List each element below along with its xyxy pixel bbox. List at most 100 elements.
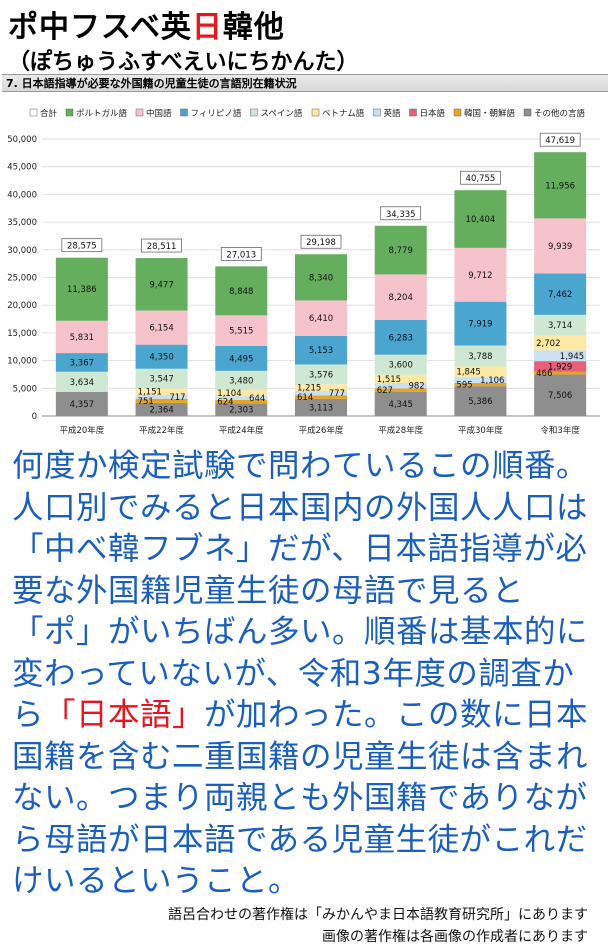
legend-label: ベトナム語 <box>322 108 365 119</box>
bar-data-label: 9,939 <box>548 242 572 252</box>
bar-segment <box>215 396 268 400</box>
page-title: ポ中フスベ英日韓他 <box>8 2 285 46</box>
y-tick-label: 25,000 <box>7 274 37 284</box>
x-tick-label: 平成22年度 <box>139 425 184 436</box>
body-highlight: 「日本語」 <box>44 697 205 733</box>
bar-segment <box>534 314 587 336</box>
total-label-box <box>61 238 103 253</box>
bar-segment <box>534 152 587 219</box>
total-label: 40,755 <box>466 174 496 184</box>
legend-label: その他の言語 <box>534 108 586 119</box>
bar-segment <box>295 398 347 416</box>
bar-segment <box>55 353 108 372</box>
title-highlight: 日 <box>191 10 223 45</box>
bar-segment <box>295 254 347 301</box>
bar-segment <box>454 190 507 248</box>
y-tick-label: 30,000 <box>7 246 37 256</box>
y-tick-label: 50,000 <box>7 135 37 145</box>
bar-segment <box>534 350 587 362</box>
bar-data-label: 627 <box>377 386 393 396</box>
legend-label: 合計 <box>40 108 58 119</box>
bar-segment <box>135 344 188 369</box>
bar-data-label: 7,919 <box>468 320 492 330</box>
bar-segment <box>295 384 347 392</box>
bar-data-label: 3,788 <box>468 352 492 362</box>
bar-data-label: 10,404 <box>466 215 496 225</box>
y-tick-label: 20,000 <box>7 301 37 311</box>
bar-data-label: 982 <box>408 382 424 392</box>
bar-segment <box>454 345 507 367</box>
total-label-box <box>220 246 262 261</box>
bar-data-label: 6,154 <box>149 324 173 334</box>
bar-segment <box>454 376 507 383</box>
total-label: 28,511 <box>147 242 177 252</box>
x-tick-label: 平成20年度 <box>59 425 104 436</box>
bar-data-label: 1,106 <box>480 376 504 386</box>
total-label-box <box>300 234 342 249</box>
y-tick-label: 35,000 <box>7 218 37 228</box>
bar-segment <box>215 390 268 397</box>
bar-segment <box>534 273 587 315</box>
y-tick-label: 0 <box>32 412 37 422</box>
bar-data-label: 5,153 <box>309 346 333 356</box>
bar-data-label: 5,386 <box>468 397 492 407</box>
bar-data-label: 2,364 <box>149 405 173 415</box>
x-tick-label: 平成26年度 <box>299 425 344 436</box>
bar-data-label: 1,104 <box>217 389 241 399</box>
body-text: 何度か検定試験で問わているこの順番。人口別でみると日本国内の外国人人口は「中べ韓… <box>12 446 604 903</box>
bar-data-label: 3,714 <box>548 321 572 331</box>
bar-data-label: 1,929 <box>548 362 572 372</box>
bar-data-label: 8,848 <box>229 287 253 297</box>
bar-segment <box>534 371 587 375</box>
bar-segment <box>374 383 427 389</box>
bar-data-label: 3,576 <box>309 370 333 380</box>
legend-swatch <box>29 108 38 117</box>
title-reading: （ぽちゅうふすべえいにちかんた） <box>8 50 359 75</box>
bar-data-label: 1,515 <box>377 375 401 385</box>
bar-segment <box>215 403 268 416</box>
bar-data-label: 8,340 <box>309 273 333 283</box>
bar-data-label: 7,506 <box>548 391 572 401</box>
bar-data-label: 3,367 <box>70 358 94 368</box>
bar-data-label: 1,151 <box>138 388 162 398</box>
body-part1: 何度か検定試験で問わているこの順番。人口別でみると日本国内の外国人人口は「中べ韓… <box>12 448 589 733</box>
bar-data-label: 717 <box>169 393 185 403</box>
bar-data-label: 4,345 <box>389 400 413 410</box>
bar-segment <box>55 371 108 392</box>
bar-segment <box>454 382 507 387</box>
bar-data-label: 1,945 <box>560 352 584 362</box>
bar-segment <box>295 300 347 336</box>
legend-swatch <box>250 108 258 117</box>
legend-swatch <box>180 108 188 117</box>
title-part1: ポ中フスベ英 <box>8 10 192 45</box>
bar-data-label: 2,702 <box>536 339 560 349</box>
credit-line-images: 画像の著作権は各画像の作成者にあります <box>322 929 588 945</box>
bar-segment <box>374 319 427 355</box>
bar-segment <box>55 257 108 321</box>
bar-segment <box>534 218 587 274</box>
bar-data-label: 7,462 <box>548 290 572 300</box>
title-part2: 韓他 <box>222 10 285 45</box>
bar-data-label: 3,547 <box>149 375 173 385</box>
bar-segment <box>374 225 427 275</box>
bar-segment <box>135 398 188 403</box>
bar-data-label: 11,386 <box>67 285 97 295</box>
legend-swatch <box>453 108 462 117</box>
bar-segment <box>374 374 427 384</box>
legend-swatch <box>523 108 532 117</box>
bar-segment <box>215 266 268 316</box>
bar-data-label: 4,357 <box>70 400 94 410</box>
bar-segment <box>215 315 268 346</box>
bar-data-label: 11,956 <box>545 181 575 191</box>
bar-data-label: 3,600 <box>389 361 413 371</box>
legend-label: スペイン語 <box>261 108 303 119</box>
bar-data-label: 595 <box>456 381 472 391</box>
bar-segment <box>135 368 188 389</box>
bar-segment <box>454 247 507 302</box>
bar-segment <box>295 391 347 396</box>
bar-segment <box>374 388 427 392</box>
total-label-box <box>539 132 581 147</box>
legend-swatch <box>311 108 320 117</box>
chart-caption: 7. 日本語指導が必要な外国籍の児童生徒の言語別在籍状況 <box>2 74 608 92</box>
bar-segment <box>215 399 268 404</box>
